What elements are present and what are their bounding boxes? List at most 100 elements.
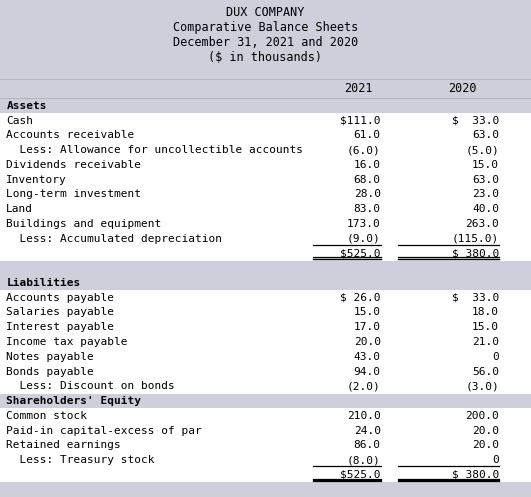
Text: 16.0: 16.0 [354,160,381,170]
Text: 40.0: 40.0 [472,204,499,214]
Bar [0,143,531,158]
Bar [0,231,531,246]
Text: 68.0: 68.0 [354,174,381,184]
Text: Less: Treasury stock: Less: Treasury stock [6,455,155,465]
Text: Buildings and equipment: Buildings and equipment [6,219,161,229]
Text: Liabilities: Liabilities [6,278,81,288]
Text: $  33.0: $ 33.0 [452,115,499,126]
Text: 21.0: 21.0 [472,337,499,347]
Text: $  33.0: $ 33.0 [452,293,499,303]
Text: Accounts receivable: Accounts receivable [6,130,135,140]
Bar [0,320,531,334]
Bar [0,453,531,468]
Bar [0,409,531,423]
Bar [0,379,531,394]
Bar [0,246,531,261]
Bar [0,217,531,231]
Text: (6.0): (6.0) [347,145,381,155]
Text: 2020: 2020 [448,82,476,95]
Text: Dividends receivable: Dividends receivable [6,160,141,170]
Text: 20.0: 20.0 [472,440,499,450]
Bar [0,349,531,364]
Text: December 31, 2021 and 2020: December 31, 2021 and 2020 [173,36,358,49]
Text: Land: Land [6,204,33,214]
Text: 43.0: 43.0 [354,352,381,362]
Text: 28.0: 28.0 [354,189,381,199]
Text: Long-term investment: Long-term investment [6,189,141,199]
Bar [0,187,531,202]
Text: Bonds payable: Bonds payable [6,366,94,377]
Text: (2.0): (2.0) [347,381,381,391]
Text: 94.0: 94.0 [354,366,381,377]
Text: $ 26.0: $ 26.0 [340,293,381,303]
Text: Salaries payable: Salaries payable [6,308,114,318]
Text: (5.0): (5.0) [465,145,499,155]
Text: Income tax payable: Income tax payable [6,337,128,347]
Text: Less: Allowance for uncollectible accounts: Less: Allowance for uncollectible accoun… [6,145,303,155]
Text: 86.0: 86.0 [354,440,381,450]
Text: 15.0: 15.0 [354,308,381,318]
Bar [0,275,531,290]
Text: 173.0: 173.0 [347,219,381,229]
Text: (9.0): (9.0) [347,234,381,244]
Text: Accounts payable: Accounts payable [6,293,114,303]
Text: 23.0: 23.0 [472,189,499,199]
Bar [0,364,531,379]
Text: Cash: Cash [6,115,33,126]
Text: 20.0: 20.0 [472,425,499,435]
Text: Shareholders' Equity: Shareholders' Equity [6,396,141,406]
Text: $525.0: $525.0 [340,470,381,480]
Bar [0,202,531,217]
Text: 210.0: 210.0 [347,411,381,421]
Bar [0,423,531,438]
Text: 83.0: 83.0 [354,204,381,214]
Text: 0: 0 [492,455,499,465]
Text: DUX COMPANY: DUX COMPANY [226,6,305,19]
Text: Inventory: Inventory [6,174,67,184]
Text: 2021: 2021 [344,82,373,95]
Text: Interest payable: Interest payable [6,322,114,332]
Text: 61.0: 61.0 [354,130,381,140]
Text: (115.0): (115.0) [452,234,499,244]
Text: 15.0: 15.0 [472,322,499,332]
Text: 20.0: 20.0 [354,337,381,347]
Text: ($ in thousands): ($ in thousands) [209,51,322,64]
Text: 24.0: 24.0 [354,425,381,435]
Bar [0,128,531,143]
Text: (3.0): (3.0) [465,381,499,391]
Text: 56.0: 56.0 [472,366,499,377]
Text: Notes payable: Notes payable [6,352,94,362]
Text: 18.0: 18.0 [472,308,499,318]
Text: 263.0: 263.0 [465,219,499,229]
Text: $ 380.0: $ 380.0 [452,470,499,480]
Text: Less: Discount on bonds: Less: Discount on bonds [6,381,175,391]
Bar [0,290,531,305]
Bar [0,482,531,497]
Text: 17.0: 17.0 [354,322,381,332]
Bar [0,334,531,349]
Bar [0,261,531,275]
Text: 63.0: 63.0 [472,130,499,140]
Text: 63.0: 63.0 [472,174,499,184]
Text: Comparative Balance Sheets: Comparative Balance Sheets [173,21,358,34]
Text: Paid-in capital-excess of par: Paid-in capital-excess of par [6,425,202,435]
Text: $ 380.0: $ 380.0 [452,248,499,258]
Bar [0,305,531,320]
Text: $525.0: $525.0 [340,248,381,258]
Bar [0,172,531,187]
Text: 200.0: 200.0 [465,411,499,421]
Text: 0: 0 [492,352,499,362]
Bar [0,158,531,172]
Bar [0,394,531,409]
Text: Less: Accumulated depreciation: Less: Accumulated depreciation [6,234,222,244]
Text: Assets: Assets [6,101,47,111]
Bar [0,468,531,482]
Bar [0,438,531,453]
Text: Common stock: Common stock [6,411,88,421]
Text: (8.0): (8.0) [347,455,381,465]
Text: $111.0: $111.0 [340,115,381,126]
Bar [0,98,531,113]
Bar [0,113,531,128]
Text: Retained earnings: Retained earnings [6,440,121,450]
Text: 15.0: 15.0 [472,160,499,170]
